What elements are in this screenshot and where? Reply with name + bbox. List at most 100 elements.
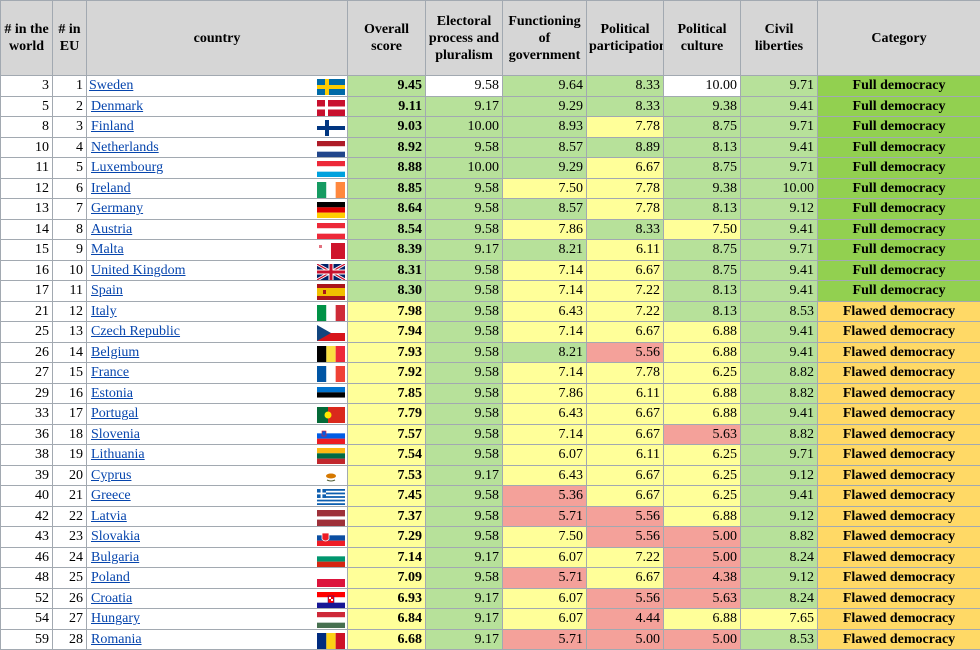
header-functioning-government[interactable]: Functioning of government	[503, 1, 587, 76]
liberties-score-cell: 9.41	[741, 96, 818, 117]
liberties-score-cell: 9.41	[741, 342, 818, 363]
overall-score-cell: 7.94	[348, 322, 426, 343]
portugal-flag-icon[interactable]	[317, 407, 345, 423]
header-civil-liberties[interactable]: Civil liberties	[741, 1, 818, 76]
country-link[interactable]: Cyprus	[91, 468, 131, 483]
country-link[interactable]: Latvia	[91, 509, 127, 524]
category-cell: Full democracy	[818, 199, 980, 220]
country-link[interactable]: Germany	[91, 201, 143, 216]
greece-flag-icon[interactable]	[317, 489, 345, 505]
category-cell: Full democracy	[818, 158, 980, 179]
united-kingdom-flag-icon[interactable]	[317, 264, 345, 280]
poland-flag-icon[interactable]	[317, 571, 345, 587]
header-category[interactable]: Category	[818, 1, 980, 76]
country-link[interactable]: Belgium	[91, 345, 139, 360]
sweden-flag-icon[interactable]	[317, 79, 345, 95]
country-link[interactable]: Luxembourg	[91, 160, 163, 175]
country-link[interactable]: Slovakia	[91, 529, 140, 544]
electoral-score-cell: 9.58	[426, 527, 503, 548]
world-rank-cell: 46	[1, 547, 53, 568]
country-link[interactable]: Austria	[91, 222, 132, 237]
country-link[interactable]: Slovenia	[91, 427, 140, 442]
country-link[interactable]: France	[91, 365, 129, 380]
spain-flag-icon[interactable]	[317, 284, 345, 300]
hungary-flag-icon[interactable]	[317, 612, 345, 628]
culture-score-cell: 6.88	[664, 506, 741, 527]
culture-score-cell: 5.63	[664, 424, 741, 445]
eu-rank-cell: 13	[53, 322, 87, 343]
country-cell: Denmark	[87, 96, 348, 117]
estonia-flag-icon[interactable]	[317, 387, 345, 403]
country-link[interactable]: Spain	[91, 283, 123, 298]
country-cell: Finland	[87, 117, 348, 138]
finland-flag-icon[interactable]	[317, 120, 345, 136]
header-political-culture[interactable]: Political culture	[664, 1, 741, 76]
slovakia-flag-icon[interactable]	[317, 530, 345, 546]
functioning-score-cell: 6.07	[503, 609, 587, 630]
liberties-score-cell: 8.53	[741, 629, 818, 650]
netherlands-flag-icon[interactable]	[317, 141, 345, 157]
lithuania-flag-icon[interactable]	[317, 448, 345, 464]
culture-score-cell: 8.75	[664, 158, 741, 179]
liberties-score-cell: 9.41	[741, 281, 818, 302]
country-link[interactable]: Portugal	[91, 406, 138, 421]
germany-flag-icon[interactable]	[317, 202, 345, 218]
croatia-flag-icon[interactable]	[317, 592, 345, 608]
austria-flag-icon[interactable]	[317, 223, 345, 239]
belgium-flag-icon[interactable]	[317, 346, 345, 362]
italy-flag-icon[interactable]	[317, 305, 345, 321]
romania-flag-icon[interactable]	[317, 633, 345, 649]
participation-score-cell: 6.67	[587, 465, 664, 486]
eu-rank-cell: 9	[53, 240, 87, 261]
country-link[interactable]: Croatia	[91, 591, 132, 606]
latvia-flag-icon[interactable]	[317, 510, 345, 526]
electoral-score-cell: 9.17	[426, 96, 503, 117]
country-link[interactable]: United Kingdom	[91, 263, 186, 278]
eu-rank-cell: 16	[53, 383, 87, 404]
czech-republic-flag-icon[interactable]	[317, 325, 345, 341]
country-link[interactable]: Italy	[91, 304, 117, 319]
cyprus-flag-icon[interactable]	[317, 469, 345, 485]
world-rank-cell: 48	[1, 568, 53, 589]
country-link[interactable]: Sweden	[89, 78, 133, 93]
header-overall-score[interactable]: Overall score	[348, 1, 426, 76]
culture-score-cell: 6.25	[664, 486, 741, 507]
liberties-score-cell: 9.71	[741, 158, 818, 179]
denmark-flag-icon[interactable]	[317, 100, 345, 116]
country-link[interactable]: Poland	[91, 570, 130, 585]
eu-rank-cell: 26	[53, 588, 87, 609]
country-link[interactable]: Czech Republic	[91, 324, 180, 339]
header-eu-rank[interactable]: # in EU	[53, 1, 87, 76]
liberties-score-cell: 8.82	[741, 424, 818, 445]
country-link[interactable]: Netherlands	[91, 140, 159, 155]
liberties-score-cell: 9.12	[741, 568, 818, 589]
country-link[interactable]: Denmark	[91, 99, 143, 114]
country-link[interactable]: Hungary	[91, 611, 140, 626]
country-link[interactable]: Romania	[91, 632, 142, 647]
bulgaria-flag-icon[interactable]	[317, 551, 345, 567]
country-cell: Germany	[87, 199, 348, 220]
country-link[interactable]: Estonia	[91, 386, 133, 401]
country-cell: Ireland	[87, 178, 348, 199]
header-electoral-process[interactable]: Electoral process and pluralism	[426, 1, 503, 76]
header-country[interactable]: country	[87, 1, 348, 76]
country-link[interactable]: Finland	[91, 119, 134, 134]
participation-score-cell: 6.67	[587, 260, 664, 281]
electoral-score-cell: 10.00	[426, 117, 503, 138]
country-link[interactable]: Lithuania	[91, 447, 145, 462]
luxembourg-flag-icon[interactable]	[317, 161, 345, 177]
functioning-score-cell: 6.43	[503, 465, 587, 486]
france-flag-icon[interactable]	[317, 366, 345, 382]
malta-flag-icon[interactable]	[317, 243, 345, 259]
country-cell: Cyprus	[87, 465, 348, 486]
country-link[interactable]: Ireland	[91, 181, 131, 196]
country-link[interactable]: Greece	[91, 488, 131, 503]
country-link[interactable]: Bulgaria	[91, 550, 139, 565]
country-link[interactable]: Malta	[91, 242, 124, 257]
category-cell: Full democracy	[818, 281, 980, 302]
header-world-rank[interactable]: # in the world	[1, 1, 53, 76]
header-political-participation[interactable]: Political participation	[587, 1, 664, 76]
ireland-flag-icon[interactable]	[317, 182, 345, 198]
slovenia-flag-icon[interactable]	[317, 428, 345, 444]
